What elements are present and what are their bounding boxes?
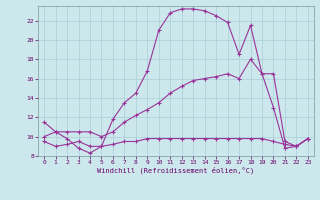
X-axis label: Windchill (Refroidissement éolien,°C): Windchill (Refroidissement éolien,°C)	[97, 167, 255, 174]
